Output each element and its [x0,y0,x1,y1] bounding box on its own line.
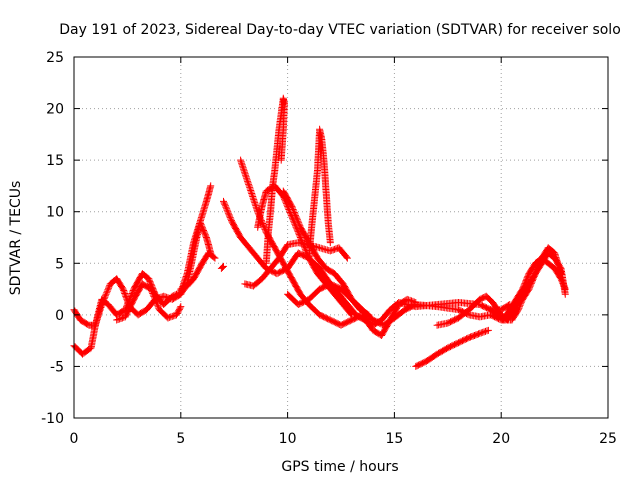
marker-trace [305,125,334,262]
chart-title: Day 191 of 2023, Sidereal Day-to-day VTE… [59,22,621,38]
y-tick-label: 15 [46,153,64,169]
y-tick-label: 0 [55,308,64,324]
series-track-n [412,326,492,370]
ticks: 0 5 10 15 20 25 -10 -5 0 5 10 15 20 25 [41,50,617,447]
grid [74,57,608,418]
x-tick-label: 10 [279,431,297,447]
series-track-d [177,249,219,293]
series-track-m [284,280,516,329]
marker-trace [508,244,565,324]
y-tick-label: 5 [55,256,64,272]
x-tick-label: 25 [599,431,617,447]
y-axis-label: SDTVAR / TECUs [8,181,24,296]
x-axis-label: GPS time / hours [281,459,398,475]
x-tick-label: 15 [385,431,403,447]
y-tick-label: 20 [46,102,64,118]
marker-trace [177,249,219,293]
y-tick-label: 25 [46,50,64,66]
marker-trace [284,280,516,329]
series-track-i [254,182,356,319]
series-track-j [262,94,288,267]
series-track-q [508,244,565,324]
marker-trace [113,280,185,324]
marker-trace [412,326,492,370]
series-track-e [217,262,228,272]
marker-trace [254,182,356,319]
plot-frame [73,56,609,419]
x-tick-label: 5 [176,431,185,447]
y-tick-label: 10 [46,205,64,221]
series-track-c [113,280,185,324]
x-tick-label: 0 [70,431,79,447]
x-tick-label: 20 [492,431,510,447]
y-tick-label: -5 [50,359,64,375]
series-track-l [305,125,334,262]
marker-trace [262,94,288,267]
y-tick-label: -10 [41,411,64,427]
marker-trace [217,262,228,272]
